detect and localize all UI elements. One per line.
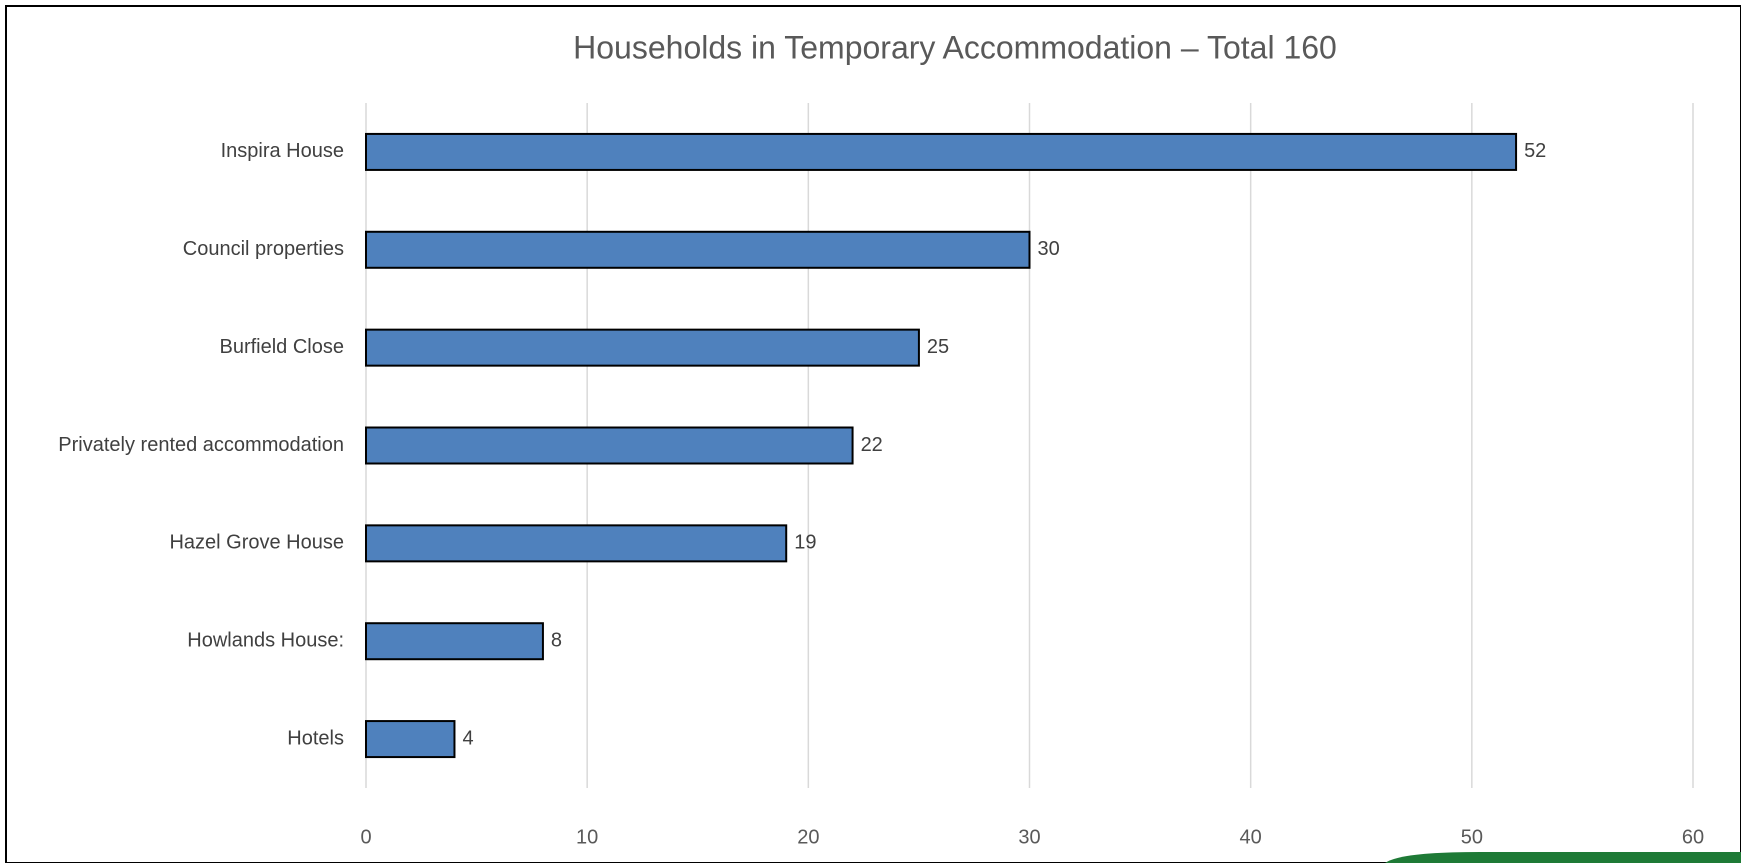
x-tick-label: 30 xyxy=(1018,826,1040,848)
data-label: 19 xyxy=(794,532,816,554)
bar xyxy=(365,230,1031,269)
x-tick-label: 40 xyxy=(1240,826,1262,848)
y-tick-label: Howlands House: xyxy=(187,629,344,651)
data-label: 8 xyxy=(551,629,562,651)
bar xyxy=(365,328,920,367)
data-label: 30 xyxy=(1038,238,1060,260)
bar xyxy=(365,622,544,661)
bar xyxy=(365,426,854,465)
x-tick-label: 50 xyxy=(1461,826,1483,848)
data-label: 25 xyxy=(927,336,949,358)
y-tick-label: Hotels xyxy=(287,727,344,749)
data-label: 22 xyxy=(861,434,883,456)
data-label: 4 xyxy=(462,727,473,749)
x-tick-label: 10 xyxy=(576,826,598,848)
bar xyxy=(365,524,788,563)
y-tick-label: Privately rented accommodation xyxy=(58,434,344,456)
decoration xyxy=(1385,852,1741,863)
x-tick-label: 20 xyxy=(797,826,819,848)
data-label: 52 xyxy=(1524,140,1546,162)
y-tick-label: Council properties xyxy=(183,238,344,260)
y-tick-label: Inspira House xyxy=(221,140,344,162)
y-tick-label: Burfield Close xyxy=(219,336,344,358)
bar xyxy=(365,132,1518,171)
x-tick-label: 0 xyxy=(360,826,371,848)
y-tick-label: Hazel Grove House xyxy=(169,532,344,554)
bar xyxy=(365,720,456,759)
chart-title: Households in Temporary Accommodation – … xyxy=(573,29,1337,65)
x-tick-label: 60 xyxy=(1682,826,1704,848)
